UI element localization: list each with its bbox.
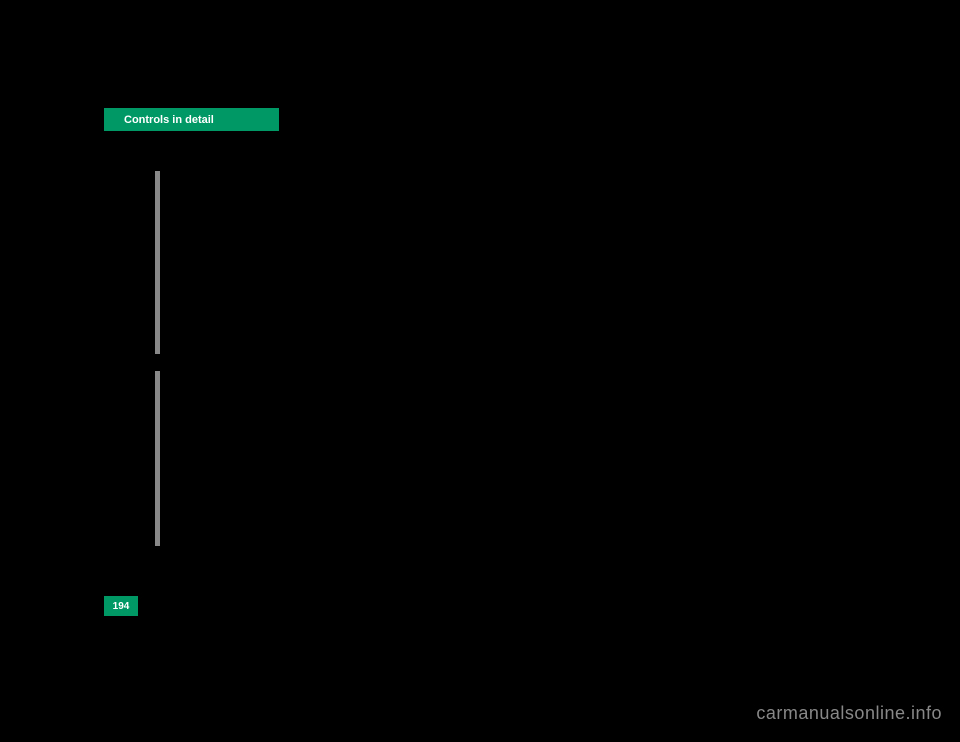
- vertical-bar-2: [155, 371, 160, 546]
- watermark: carmanualsonline.info: [756, 703, 942, 724]
- header-tab-label: Controls in detail: [124, 114, 214, 126]
- page-number-box: 194: [104, 596, 138, 616]
- page-number: 194: [113, 601, 130, 612]
- header-tab: Controls in detail: [104, 108, 279, 131]
- vertical-bar-1: [155, 171, 160, 354]
